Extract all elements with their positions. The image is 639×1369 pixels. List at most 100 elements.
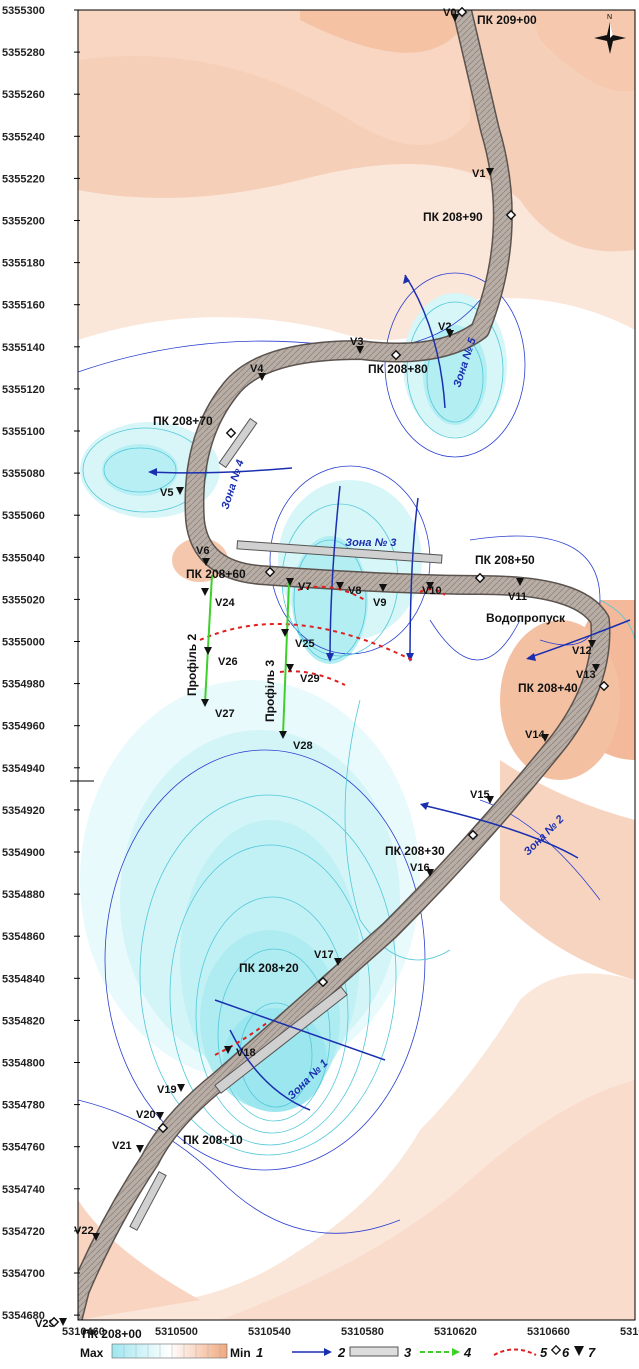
station-label: V18 xyxy=(236,1047,256,1059)
map-frame xyxy=(78,10,635,1320)
flow-arrow xyxy=(527,619,631,659)
legend-num-3: 3 xyxy=(404,1345,412,1360)
station-marker xyxy=(202,558,210,566)
station-marker xyxy=(486,796,494,804)
legend-gradient xyxy=(111,1343,228,1359)
picket-marker xyxy=(264,566,276,578)
legend-gradient-cells xyxy=(123,1344,221,1358)
profile-2 xyxy=(204,574,213,704)
picket-marker xyxy=(390,349,402,361)
scarp xyxy=(214,1021,269,1056)
station-label: V0 xyxy=(443,7,456,19)
y-tick-label: 5355080 xyxy=(2,468,45,480)
y-tick-label: 5355280 xyxy=(2,47,45,59)
picket-label: ПК 208+10 xyxy=(183,1133,243,1147)
picket-marker xyxy=(48,1316,60,1328)
diamond-icon xyxy=(550,1344,562,1356)
station-marker xyxy=(59,1318,67,1326)
flow-arrow xyxy=(329,485,341,661)
station-marker xyxy=(136,1145,144,1153)
station-label: V15 xyxy=(470,789,490,801)
station-label: V10 xyxy=(422,585,442,597)
flow-arrows xyxy=(149,274,631,1111)
station-label: V23 xyxy=(35,1318,55,1330)
y-tick-label: 5355200 xyxy=(2,216,45,228)
y-tick-label: 5355180 xyxy=(2,258,45,270)
svg-text:N: N xyxy=(607,14,612,21)
y-tick-label: 5354900 xyxy=(2,847,45,859)
x-tick-label: 5310660 xyxy=(527,1326,570,1338)
legend-min: Min xyxy=(230,1346,251,1360)
y-tick-label: 5354720 xyxy=(2,1226,45,1238)
picket-label: ПК 208+90 xyxy=(423,210,483,224)
triangle-icon xyxy=(574,1346,584,1356)
low-anomaly xyxy=(292,536,368,664)
y-tick-label: 5355000 xyxy=(2,637,45,649)
y-tick-label: 5355040 xyxy=(2,552,45,564)
station-label: V9 xyxy=(373,597,386,609)
y-tick-label: 5354680 xyxy=(2,1310,45,1322)
picket-marker xyxy=(317,976,329,988)
y-tick-label: 5354960 xyxy=(2,721,45,733)
station-marker xyxy=(592,664,600,672)
legend-max: Max xyxy=(80,1346,104,1360)
picket-marker xyxy=(474,572,486,584)
station-label: V17 xyxy=(314,949,334,961)
flow-arrowheads xyxy=(148,275,536,810)
y-tick-label: 5354940 xyxy=(2,763,45,775)
station-label: V16 xyxy=(410,862,430,874)
x-axis: 5310460 5310500 5310540 5310580 5310620 53106… xyxy=(62,1326,639,1338)
station-label: V13 xyxy=(576,669,596,681)
profile-label: Профіль 3 xyxy=(263,660,277,722)
y-tick-label: 5354880 xyxy=(2,889,45,901)
isolines xyxy=(78,272,635,1234)
structure-bar xyxy=(129,1171,167,1231)
station-marker xyxy=(426,869,434,877)
station-marker xyxy=(258,373,266,381)
y-tick-label: 5355220 xyxy=(2,173,45,185)
road-surface xyxy=(78,10,609,1320)
low-anomaly xyxy=(223,1008,327,1112)
high-band xyxy=(78,10,635,252)
y-tick-label: 5354980 xyxy=(2,679,45,691)
station-label: V24 xyxy=(215,597,235,609)
high-band xyxy=(220,1080,635,1320)
station-label: V22 xyxy=(74,1225,94,1237)
legend-num-2: 2 xyxy=(337,1345,346,1360)
station-marker xyxy=(201,699,209,707)
flow-arrow xyxy=(409,497,419,661)
station-label: V6 xyxy=(196,545,209,557)
station-label: V8 xyxy=(348,585,361,597)
station-marker xyxy=(281,629,289,637)
station-marker xyxy=(92,1233,100,1241)
station-marker xyxy=(426,582,434,590)
flow-arrow xyxy=(214,999,386,1061)
picket-label: ПК 208+20 xyxy=(239,961,299,975)
profile-label: Профіль 2 xyxy=(185,634,199,696)
y-tick-label: 5355020 xyxy=(2,594,45,606)
x-tick-label: 5310700 xyxy=(620,1326,639,1338)
structure-bar xyxy=(214,986,348,1094)
picket-marker xyxy=(456,6,468,18)
stations: V0 V1 V2 V3 V4 V5 V6 V7 V8 V9 V10 V11 V12 V13 V14 V15 V1… xyxy=(35,7,600,1330)
picket-marker xyxy=(467,829,479,841)
flow-arrow xyxy=(421,804,579,859)
picket-label: ПК 209+00 xyxy=(477,13,537,27)
y-tick-label: 5355240 xyxy=(2,131,45,143)
picket-label: ПК 208+40 xyxy=(518,681,578,695)
legend-num-6: 6 xyxy=(562,1345,570,1360)
y-axis: 5355300 5355280 5355260 5355240 5355220 53552… xyxy=(2,5,80,1322)
structures xyxy=(129,417,443,1231)
picket-label: ПК 208+00 xyxy=(82,1327,142,1341)
picket-label: ПК 208+50 xyxy=(475,553,535,567)
culvert-label: Водопропуск xyxy=(486,611,566,625)
picket-label: ПК 208+80 xyxy=(368,362,428,376)
high-band xyxy=(300,10,470,53)
station-marker xyxy=(204,647,212,655)
y-tick-label: 5354780 xyxy=(2,1100,45,1112)
station-marker xyxy=(379,584,387,592)
legend-num-1: 1 xyxy=(256,1345,263,1360)
station-label: V27 xyxy=(215,708,235,720)
y-tick-label: 5355300 xyxy=(2,5,45,17)
